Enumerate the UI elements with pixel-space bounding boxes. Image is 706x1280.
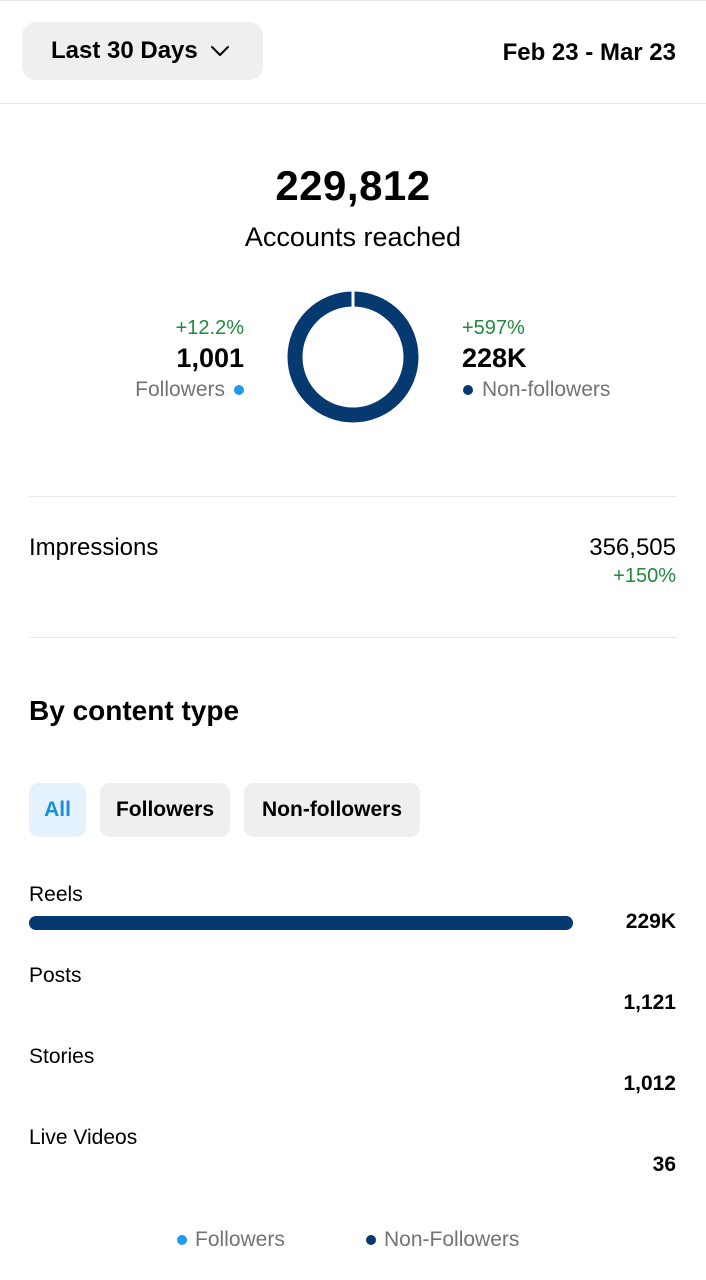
accounts-reached-total: 229,812 (275, 162, 431, 209)
legend-non-followers: Non-Followers (366, 1228, 519, 1252)
followers-label-row: Followers (135, 376, 244, 404)
content-type-label-live-videos: Live Videos (29, 1126, 138, 1149)
legend-followers: Followers (177, 1228, 285, 1252)
reach-donut-chart (287, 290, 419, 423)
followers-dot-icon (234, 385, 244, 395)
date-range-dropdown-label: Last 30 Days (51, 37, 198, 64)
content-type-bar-fill-reels (29, 916, 573, 930)
impressions-change: +150% (613, 565, 676, 587)
accounts-reached-label: Accounts reached (244, 222, 462, 252)
non-followers-change: +597% (462, 317, 525, 339)
content-type-label-stories: Stories (29, 1045, 95, 1068)
content-type-value-reels: 229K (625, 910, 676, 933)
legend-non-followers-label: Non-Followers (384, 1228, 520, 1251)
content-type-title: By content type (29, 695, 240, 726)
non-followers-value: 228K (462, 343, 527, 373)
date-range-text: Feb 23 - Mar 23 (502, 39, 676, 66)
legend-followers-label: Followers (195, 1228, 285, 1251)
followers-value: 1,001 (176, 343, 244, 373)
content-type-bar-posts (29, 997, 573, 1011)
content-type-value-stories: 1,012 (623, 1072, 676, 1095)
filter-chip-non-followers[interactable]: Non-followers (244, 783, 420, 837)
divider (29, 496, 677, 497)
content-type-label-reels: Reels (29, 883, 83, 906)
non-followers-dot-icon (463, 385, 473, 395)
content-type-value-posts: 1,121 (623, 991, 676, 1014)
followers-stat: +12.2% 1,001 Followers (135, 316, 244, 404)
content-type-bar-reels (29, 916, 573, 930)
non-followers-label-row: Non-followers (462, 376, 610, 404)
followers-label: Followers (135, 378, 225, 401)
legend-non-followers-dot-icon (366, 1235, 376, 1245)
followers-change: +12.2% (175, 317, 244, 339)
filter-chip-followers[interactable]: Followers (100, 783, 230, 837)
content-type-bar-live-videos (29, 1159, 573, 1173)
chevron-down-icon (210, 46, 229, 56)
legend-followers-dot-icon (177, 1235, 187, 1245)
content-type-bar-stories (29, 1078, 573, 1092)
impressions-value: 356,505 (589, 534, 676, 561)
non-followers-label: Non-followers (482, 378, 611, 401)
content-type-label-posts: Posts (29, 964, 82, 987)
non-followers-stat: +597% 228K Non-followers (462, 316, 610, 404)
donut-nonfollowers-ring (287, 291, 419, 423)
content-type-value-live-videos: 36 (652, 1153, 676, 1176)
header: Last 30 Days Feb 23 - Mar 23 (0, 0, 706, 104)
filter-chip-all[interactable]: All (29, 783, 86, 837)
impressions-label: Impressions (29, 534, 159, 561)
divider (29, 637, 677, 638)
date-range-dropdown[interactable]: Last 30 Days (22, 22, 263, 80)
